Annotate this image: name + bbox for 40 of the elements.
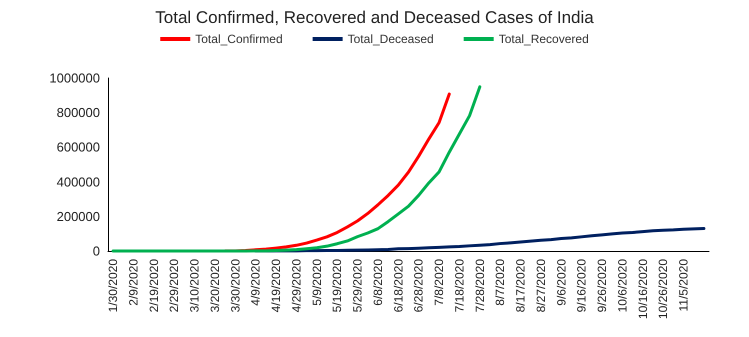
x-tick-label: 2/29/2020 (167, 258, 182, 312)
x-tick-label: 10/26/2020 (656, 258, 670, 320)
x-tick-label: 4/19/2020 (269, 258, 284, 312)
x-tick-label: 2/9/2020 (126, 258, 140, 306)
x-tick-label: 9/6/2020 (554, 258, 568, 306)
x-tick-label: 1/30/2020 (106, 258, 120, 312)
x-tick-label: 3/20/2020 (208, 258, 222, 312)
x-tick-label: 8/7/2020 (493, 258, 508, 306)
line-series (112, 85, 482, 252)
x-tick-label: 3/10/2020 (188, 258, 202, 312)
x-tick-label: 2/19/2020 (146, 258, 161, 312)
legend-label: Total_Recovered (498, 32, 589, 46)
x-tick-label: 7/18/2020 (452, 258, 466, 312)
y-tick-label: 400000 (56, 174, 100, 190)
x-tick-label: 6/8/2020 (370, 258, 385, 306)
x-tick-label: 10/6/2020 (615, 258, 630, 312)
x-tick-label: 9/26/2020 (595, 258, 610, 312)
x-tick-label: 8/17/2020 (514, 258, 528, 312)
chart-title: Total Confirmed, Recovered and Deceased Cases of India (155, 8, 594, 27)
x-tick-label: 6/18/2020 (391, 258, 406, 312)
y-tick-label: 200000 (56, 208, 100, 224)
y-tick-label: 1000000 (49, 70, 100, 86)
x-tick-label: 10/16/2020 (636, 258, 650, 320)
y-tick-label: 600000 (56, 140, 100, 155)
x-tick-label: 11/5/2020 (676, 258, 691, 312)
x-tick-label: 4/9/2020 (248, 258, 263, 306)
y-tick-label: 0 (92, 244, 100, 258)
x-tick-label: 3/30/2020 (228, 258, 242, 312)
x-tick-label: 6/28/2020 (412, 258, 426, 312)
y-tick-label: 800000 (56, 105, 100, 120)
x-tick-label: 8/27/2020 (534, 258, 548, 312)
x-tick-label: 9/16/2020 (574, 258, 589, 312)
legend-label: Total_Deceased (348, 32, 434, 46)
x-tick-label: 7/8/2020 (432, 258, 446, 306)
x-tick-label: 5/19/2020 (330, 258, 344, 312)
x-tick-label: 7/28/2020 (472, 258, 487, 312)
legend-label: Total_Confirmed (195, 32, 283, 46)
x-tick-label: 4/29/2020 (289, 258, 304, 312)
x-tick-label: 5/29/2020 (350, 258, 365, 312)
x-tick-label: 5/9/2020 (310, 258, 324, 306)
